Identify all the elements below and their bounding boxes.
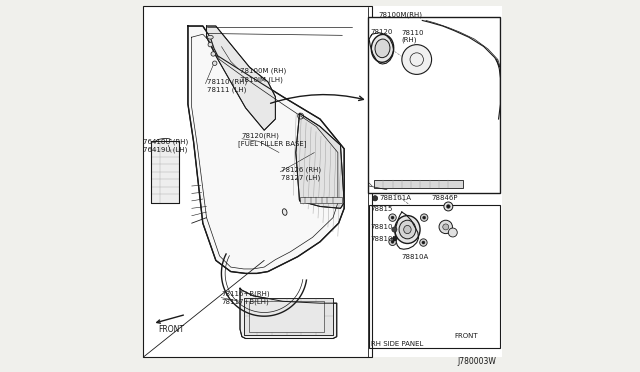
Polygon shape [240, 288, 337, 339]
Bar [369, 17, 500, 193]
Bar [300, 197, 342, 203]
Ellipse shape [375, 39, 390, 58]
Text: 78110: 78110 [402, 31, 424, 36]
Bar [374, 180, 463, 188]
Ellipse shape [399, 220, 416, 239]
Circle shape [444, 202, 453, 211]
Text: 78810A: 78810A [402, 254, 429, 260]
Text: 78111 (LH): 78111 (LH) [207, 87, 246, 93]
Circle shape [443, 224, 449, 230]
Bar [250, 301, 324, 332]
Polygon shape [188, 26, 344, 273]
Circle shape [402, 45, 431, 74]
Circle shape [372, 196, 378, 201]
Bar [143, 6, 372, 357]
Circle shape [391, 216, 394, 219]
Text: (RH): (RH) [402, 36, 417, 43]
Circle shape [212, 61, 217, 65]
Text: 78117+B(LH): 78117+B(LH) [221, 299, 269, 305]
Text: 78120(RH): 78120(RH) [242, 132, 280, 139]
Text: FRONT: FRONT [454, 333, 478, 339]
Text: FRONT: FRONT [158, 325, 184, 334]
Ellipse shape [395, 216, 420, 243]
Circle shape [208, 42, 212, 47]
Circle shape [439, 220, 452, 234]
Ellipse shape [404, 225, 411, 234]
Text: 78810: 78810 [371, 224, 393, 230]
Bar [143, 6, 372, 357]
Bar [367, 6, 502, 357]
Text: 78110 (RH): 78110 (RH) [207, 78, 247, 85]
Circle shape [389, 238, 396, 246]
Polygon shape [296, 113, 344, 208]
Text: 78100M (RH): 78100M (RH) [240, 67, 286, 74]
Circle shape [389, 214, 396, 221]
Bar [151, 141, 179, 203]
Polygon shape [207, 26, 275, 130]
Bar [151, 141, 179, 203]
Text: 78120: 78120 [371, 29, 393, 35]
Text: [FUEL FILLER BASE]: [FUEL FILLER BASE] [238, 141, 307, 147]
Ellipse shape [371, 35, 394, 62]
Circle shape [447, 205, 450, 208]
Text: 7810IM (LH): 7810IM (LH) [240, 77, 283, 83]
Bar [369, 205, 500, 348]
Text: 78127 (LH): 78127 (LH) [281, 174, 320, 181]
Circle shape [449, 228, 457, 237]
Circle shape [391, 240, 394, 243]
Text: 78810D: 78810D [371, 236, 398, 242]
Text: RH SIDE PANEL: RH SIDE PANEL [371, 341, 423, 347]
Text: J780003W: J780003W [458, 357, 497, 366]
Ellipse shape [282, 209, 287, 215]
Circle shape [211, 52, 216, 56]
Text: 78815: 78815 [371, 206, 393, 212]
Bar [244, 298, 333, 335]
Text: 78846P: 78846P [431, 195, 458, 201]
Bar [244, 298, 333, 335]
Text: 78126 (RH): 78126 (RH) [281, 166, 321, 173]
Text: 76418U (RH): 76418U (RH) [143, 138, 189, 145]
Text: 78100M(RH): 78100M(RH) [378, 12, 422, 18]
Circle shape [420, 214, 428, 221]
Text: 78116+B(RH): 78116+B(RH) [221, 291, 270, 297]
Ellipse shape [207, 35, 213, 39]
Circle shape [422, 216, 426, 219]
Circle shape [392, 237, 397, 241]
Text: 78B101A: 78B101A [380, 195, 412, 201]
Circle shape [420, 239, 427, 246]
Circle shape [392, 227, 397, 232]
Circle shape [422, 241, 425, 244]
Text: 76419U (LH): 76419U (LH) [143, 146, 188, 153]
